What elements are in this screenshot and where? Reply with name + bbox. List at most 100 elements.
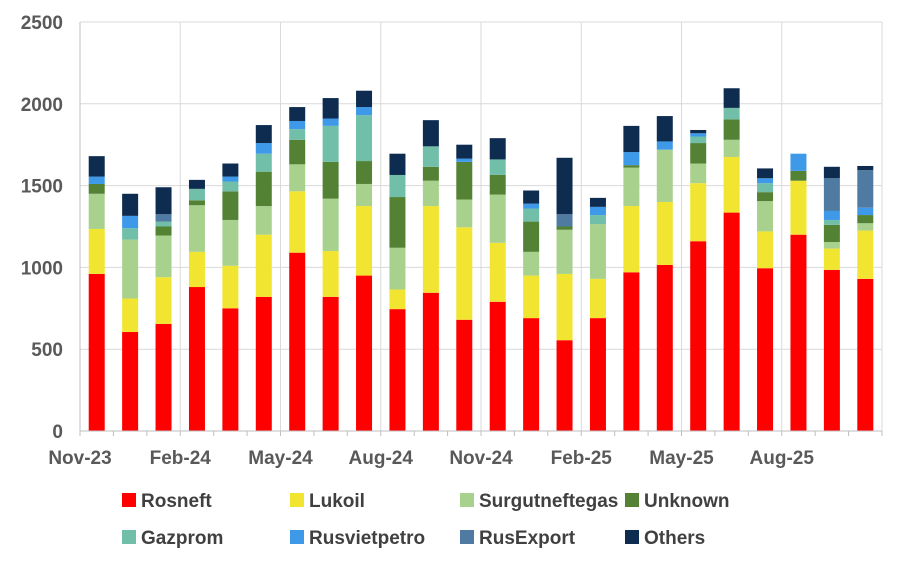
bar-rosneft-sep-24 [422,292,439,431]
bar-lukoil-jul-25 [757,231,774,269]
bar-others-jun-24 [322,98,339,119]
bar-gazprom-feb-25 [589,215,606,225]
bar-rosneft-apr-24 [255,296,272,431]
bar-gazprom-apr-24 [255,153,272,172]
legend-swatch-gazprom [122,530,136,544]
bar-rusvietpetro-jun-24 [322,118,339,126]
bar-rusvietpetro-apr-25 [656,141,673,150]
bar-surgutneftegas-may-24 [289,164,306,192]
bar-surgutneftegas-jul-25 [757,201,774,232]
y-tick-label: 500 [31,340,63,361]
bar-rusvietpetro-oct-25 [857,207,874,216]
legend-swatch-rusexport [460,530,474,544]
x-tick-label: May-24 [248,448,313,469]
legend-swatch-surgutneftegas [460,493,474,507]
legend-swatch-lukoil [290,493,304,507]
bar-rusexport-oct-25 [857,170,874,208]
bar-gazprom-may-25 [690,136,707,144]
bar-others-dec-23 [122,193,139,216]
bar-surgutneftegas-jun-25 [723,139,740,157]
bar-others-nov-24 [489,138,506,160]
bars [88,88,874,431]
bar-gazprom-jan-24 [155,221,172,227]
bar-rusexport-sep-25 [823,178,840,211]
bar-rusvietpetro-nov-23 [88,176,105,184]
x-tick-label: Aug-24 [349,448,414,469]
bar-surgutneftegas-mar-25 [623,167,640,207]
bar-surgutneftegas-apr-24 [255,206,272,235]
bar-rosneft-jul-24 [356,275,373,431]
bar-others-feb-24 [188,179,205,189]
bar-others-aug-24 [389,153,406,175]
bar-surgutneftegas-nov-23 [88,193,105,229]
bar-lukoil-aug-25 [790,180,807,235]
bar-rosneft-may-24 [289,252,306,431]
y-tick-label: 1000 [21,258,63,279]
bar-unknown-jan-24 [155,226,172,236]
bar-lukoil-aug-24 [389,289,406,310]
bar-rosneft-jan-25 [556,340,573,431]
bar-rosneft-dec-23 [122,332,139,431]
bar-rosneft-oct-25 [857,278,874,431]
bar-lukoil-nov-23 [88,228,105,274]
bar-rusexport-jan-25 [556,214,573,227]
bar-others-jan-25 [556,157,573,215]
bar-gazprom-dec-24 [523,208,540,222]
bar-unknown-nov-24 [489,174,506,195]
bar-surgutneftegas-dec-24 [523,251,540,276]
bar-unknown-aug-24 [389,197,406,248]
bar-surgutneftegas-feb-25 [589,224,606,279]
bar-rosneft-nov-24 [489,301,506,431]
bar-unknown-feb-24 [188,200,205,206]
bar-lukoil-dec-23 [122,298,139,333]
bar-surgutneftegas-jul-24 [356,183,373,207]
bar-rusvietpetro-jul-24 [356,107,373,116]
bar-unknown-sep-24 [422,166,439,181]
bar-rosneft-oct-24 [456,319,473,431]
bar-unknown-jan-25 [556,226,573,230]
bar-others-nov-23 [88,156,105,177]
legend-label-others: Others [644,528,705,549]
bar-gazprom-aug-24 [389,174,406,198]
x-tick-label: Nov-24 [449,448,513,469]
bar-unknown-dec-24 [523,221,540,252]
bar-rosneft-jan-24 [155,323,172,431]
bar-rosneft-jun-25 [723,212,740,431]
bar-unknown-may-25 [690,143,707,164]
bar-lukoil-jan-25 [556,273,573,341]
bar-lukoil-may-24 [289,191,306,253]
x-tick-label: May-25 [649,448,714,469]
legend-label-rusvietpetro: Rusvietpetro [309,528,425,549]
bar-others-jul-24 [356,90,373,108]
gridlines [80,21,883,431]
bar-unknown-jun-24 [322,161,339,199]
bar-gazprom-dec-23 [122,228,139,240]
bar-gazprom-feb-24 [188,188,205,201]
legend: Rosneft Lukoil Surgutneftegas Unknown Gazpro… [122,491,730,549]
bar-others-jan-24 [155,187,172,215]
bar-others-dec-24 [523,190,540,204]
bar-lukoil-sep-25 [823,248,840,270]
bar-rusvietpetro-may-24 [289,120,306,130]
bar-lukoil-feb-25 [589,278,606,319]
axes: 0 500 1000 1500 2000 2500 Nov-23 Feb-24 May-24 Au… [21,13,883,469]
bar-surgutneftegas-jan-24 [155,235,172,278]
bar-rosneft-apr-25 [656,264,673,431]
x-tick-label: Feb-25 [551,448,613,469]
bar-rosneft-feb-25 [589,318,606,431]
bar-rosneft-sep-25 [823,269,840,431]
bar-surgutneftegas-apr-25 [656,149,673,202]
bar-surgutneftegas-may-25 [690,163,707,184]
bar-rosneft-may-25 [690,241,707,431]
bar-unknown-oct-24 [456,161,473,200]
legend-label-rusexport: RusExport [479,528,576,549]
bar-unknown-aug-25 [790,170,807,181]
bar-lukoil-feb-24 [188,251,205,288]
bar-others-oct-25 [857,165,874,171]
bar-others-jun-25 [723,88,740,108]
bar-surgutneftegas-mar-24 [222,219,239,266]
bar-rosneft-mar-24 [222,308,239,431]
bar-lukoil-apr-24 [255,234,272,297]
bar-surgutneftegas-aug-24 [389,247,406,290]
